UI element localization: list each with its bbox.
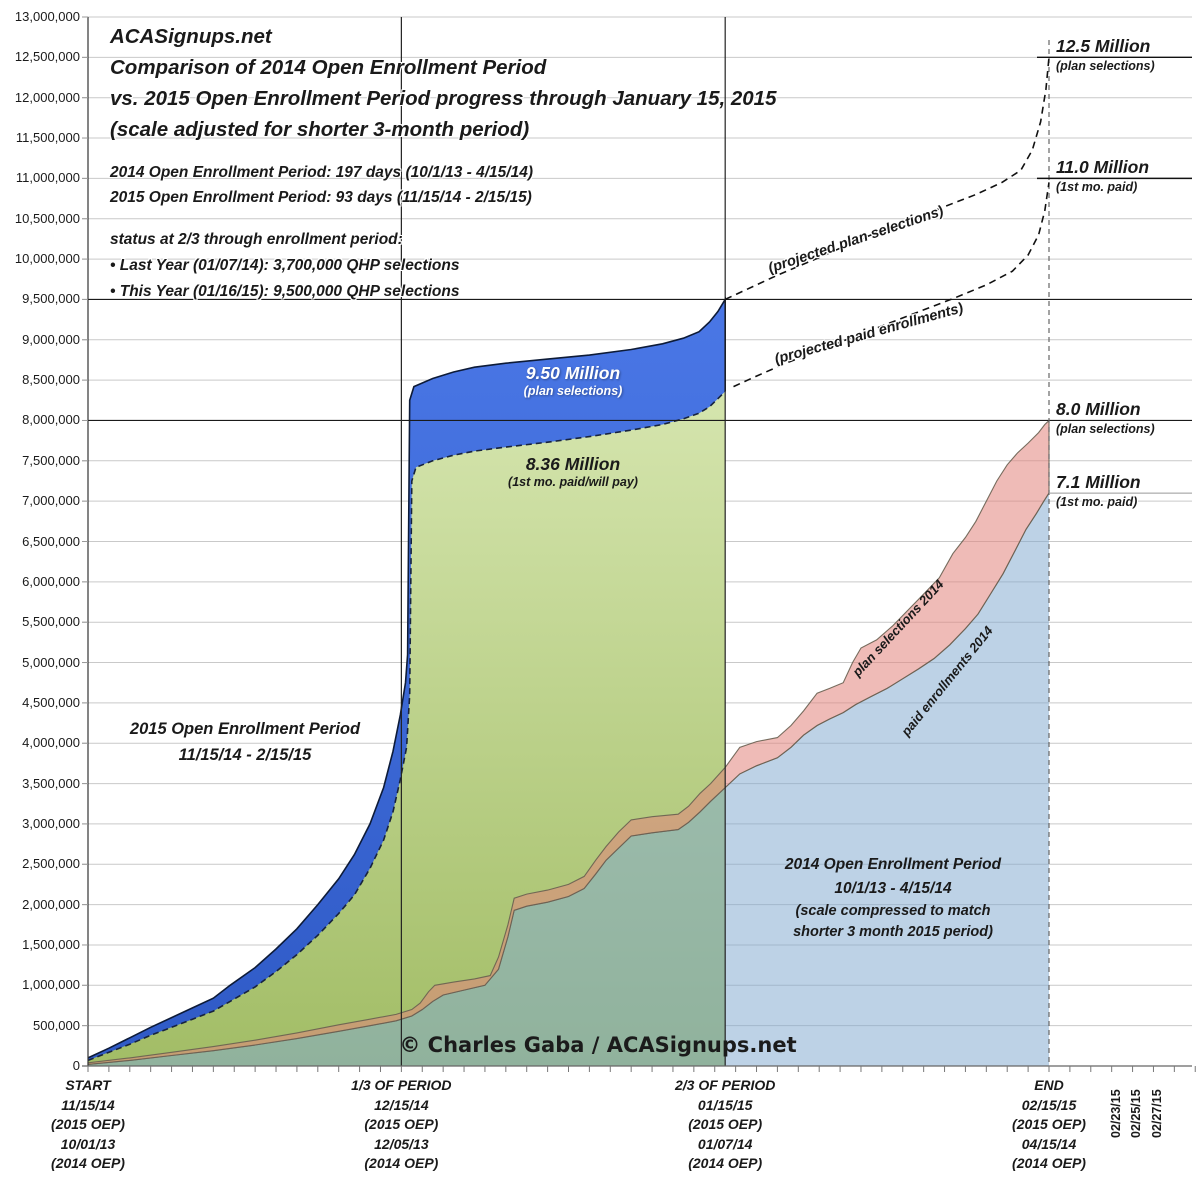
status-block: status at 2/3 through enrollment period:… — [110, 227, 460, 305]
x-axis-group-line: 1/3 OF PERIOD — [351, 1077, 452, 1093]
y-axis-label: 10,500,000 — [14, 210, 80, 226]
x-axis-group-line: 12/15/14 — [374, 1096, 429, 1113]
annotation-value: 11.0 Million — [1056, 157, 1150, 178]
title-line-4: (scale adjusted for shorter 3-month peri… — [110, 118, 530, 141]
x-axis-group: 1/3 OF PERIOD 12/15/14 (2015 OEP) 12/05/13 (… — [313, 1076, 489, 1174]
x-axis-group-line: (2014 OEP) — [1012, 1155, 1086, 1171]
annotation-sub: (plan selections) — [1056, 422, 1155, 437]
y-axis-label: 5,000,000 — [22, 654, 80, 670]
status-last-year: • Last Year (01/07/14): 3,700,000 QHP se… — [110, 257, 460, 274]
x-axis-rotated-date: 02/25/15 — [1129, 1089, 1144, 1138]
label-2015-plan-selections: 9.50 Million (plan selections) — [453, 363, 693, 398]
line-2015-paid-dashed — [87, 390, 726, 1062]
x-axis-group: START 11/15/14 (2015 OEP) 10/01/13 (2014 OEP… — [0, 1076, 176, 1174]
y-axis-label: 12,000,000 — [14, 89, 80, 105]
plan-selections-2015-value: 9.50 Million — [525, 363, 621, 383]
oep-2014-line4: shorter 3 month 2015 period) — [793, 924, 993, 940]
paid-2015-value: 8.36 Million — [525, 454, 621, 474]
y-axis-label: 6,000,000 — [22, 573, 80, 589]
x-axis-group-line: 01/15/15 — [697, 1096, 753, 1113]
x-axis-group-line: 04/15/14 — [1021, 1135, 1077, 1152]
oep-2015-line1: 2015 Open Enrollment Period — [129, 720, 361, 738]
x-axis-group: END 02/15/15 (2015 OEP) 04/15/14 (2014 OEP) — [961, 1076, 1137, 1174]
line-2015-plan-selections — [87, 296, 726, 1059]
y-axis-label: 13,000,000 — [14, 9, 80, 24]
title-line-3: vs. 2015 Open Enrollment Period progress… — [110, 87, 777, 110]
y-axis-label: 1,500,000 — [22, 936, 80, 952]
site-name: ACASignups.net — [110, 25, 272, 48]
label-2014-oep: 2014 Open Enrollment Period 10/1/13 - 4/… — [743, 853, 1043, 943]
x-axis-group-line: 02/15/15 — [1021, 1096, 1077, 1113]
x-axis-group-line: (2015 OEP) — [51, 1116, 125, 1132]
x-axis-group-line: 10/01/13 — [60, 1135, 116, 1152]
paid-2015-sub: (1st mo. paid/will pay) — [508, 475, 638, 489]
period-info-block: 2014 Open Enrollment Period: 197 days (1… — [110, 160, 533, 210]
x-axis-rotated-date: 02/23/15 — [1108, 1089, 1123, 1138]
x-axis-group-line: (2014 OEP) — [51, 1155, 125, 1171]
y-axis-label: 2,000,000 — [22, 896, 80, 912]
y-axis-label: 7,000,000 — [22, 493, 80, 509]
area-2014-paid-enrollments — [88, 493, 1049, 1067]
label-2015-oep: 2015 Open Enrollment Period 11/15/14 - 2… — [95, 716, 395, 768]
y-axis-label: 12,500,000 — [14, 49, 80, 65]
y-axis-label: 9,000,000 — [22, 331, 80, 347]
plan-selections-2015-sub: (plan selections) — [523, 384, 623, 398]
annotation-value: 8.0 Million — [1056, 399, 1141, 420]
label-2015-paid: 8.36 Million (1st mo. paid/will pay) — [453, 454, 693, 489]
x-axis-group-line: 11/15/14 — [61, 1096, 115, 1113]
y-axis-label: 1,000,000 — [22, 977, 80, 993]
band-2014-plan-selections — [87, 419, 1050, 1066]
y-axis-label: 5,500,000 — [22, 614, 80, 630]
y-axis-label: 8,000,000 — [22, 412, 80, 428]
y-axis-label: 10,000,000 — [14, 251, 80, 267]
annotation-sub: (1st mo. paid) — [1056, 180, 1138, 195]
y-axis-label: 4,000,000 — [22, 735, 80, 751]
x-axis-group-line: 01/07/14 — [697, 1135, 753, 1152]
y-axis-label: 11,500,000 — [15, 130, 80, 146]
y-axis-label: 8,500,000 — [22, 372, 80, 388]
period-info-2014: 2014 Open Enrollment Period: 197 days (1… — [110, 164, 533, 181]
x-axis-group-line: 12/05/13 — [374, 1135, 429, 1152]
annotation-value: 7.1 Million — [1056, 472, 1141, 493]
oep-2014-line3: (scale compressed to match — [795, 903, 991, 919]
x-axis-group-line: START — [65, 1077, 111, 1093]
copyright-text: © Charles Gaba / ACASignups.net — [399, 1033, 797, 1057]
oep-2015-line2: 11/15/14 - 2/15/15 — [178, 746, 312, 764]
x-axis-rotated-date: 02/27/15 — [1150, 1089, 1165, 1138]
y-axis-label: 0 — [72, 1058, 80, 1073]
y-axis-label: 6,500,000 — [22, 533, 80, 549]
x-axis-group-line: (2015 OEP) — [1012, 1116, 1086, 1132]
title-line-2: Comparison of 2014 Open Enrollment Perio… — [110, 56, 547, 79]
period-info-2015: 2015 Open Enrollment Period: 93 days (11… — [110, 189, 532, 206]
x-axis-group-line: END — [1034, 1077, 1064, 1093]
annotation-value: 12.5 Million — [1056, 36, 1151, 57]
x-axis-group-line: (2015 OEP) — [364, 1116, 439, 1132]
y-axis-label: 3,500,000 — [22, 775, 80, 791]
x-axis-group-line: (2015 OEP) — [688, 1116, 763, 1132]
x-axis-group-line: (2014 OEP) — [364, 1155, 439, 1171]
x-axis-group: 2/3 OF PERIOD 01/15/15 (2015 OEP) 01/07/14 (… — [637, 1076, 813, 1174]
x-axis-group-line: (2014 OEP) — [688, 1155, 763, 1171]
y-axis-label: 11,000,000 — [15, 170, 80, 186]
y-axis-label: 2,500,000 — [22, 856, 80, 872]
projected-plan-selections-line — [724, 57, 1050, 301]
y-axis-label: 4,500,000 — [22, 694, 80, 710]
annotation-sub: (plan selections) — [1056, 59, 1155, 74]
oep-2014-line1: 2014 Open Enrollment Period — [784, 856, 1002, 873]
y-axis-label: 7,500,000 — [22, 452, 80, 468]
x-axis-group-line: 2/3 OF PERIOD — [674, 1077, 776, 1093]
title-block: ACASignups.net Comparison of 2014 Open E… — [110, 21, 776, 145]
y-axis-label: 500,000 — [33, 1017, 80, 1033]
y-axis-label: 3,000,000 — [22, 815, 80, 831]
y-axis-label: 9,500,000 — [22, 291, 80, 307]
oep-2014-line2: 10/1/13 - 4/15/14 — [834, 880, 952, 897]
status-this-year: • This Year (01/16/15): 9,500,000 QHP se… — [110, 283, 460, 300]
status-heading: status at 2/3 through enrollment period: — [110, 231, 403, 248]
annotation-sub: (1st mo. paid) — [1056, 495, 1138, 510]
